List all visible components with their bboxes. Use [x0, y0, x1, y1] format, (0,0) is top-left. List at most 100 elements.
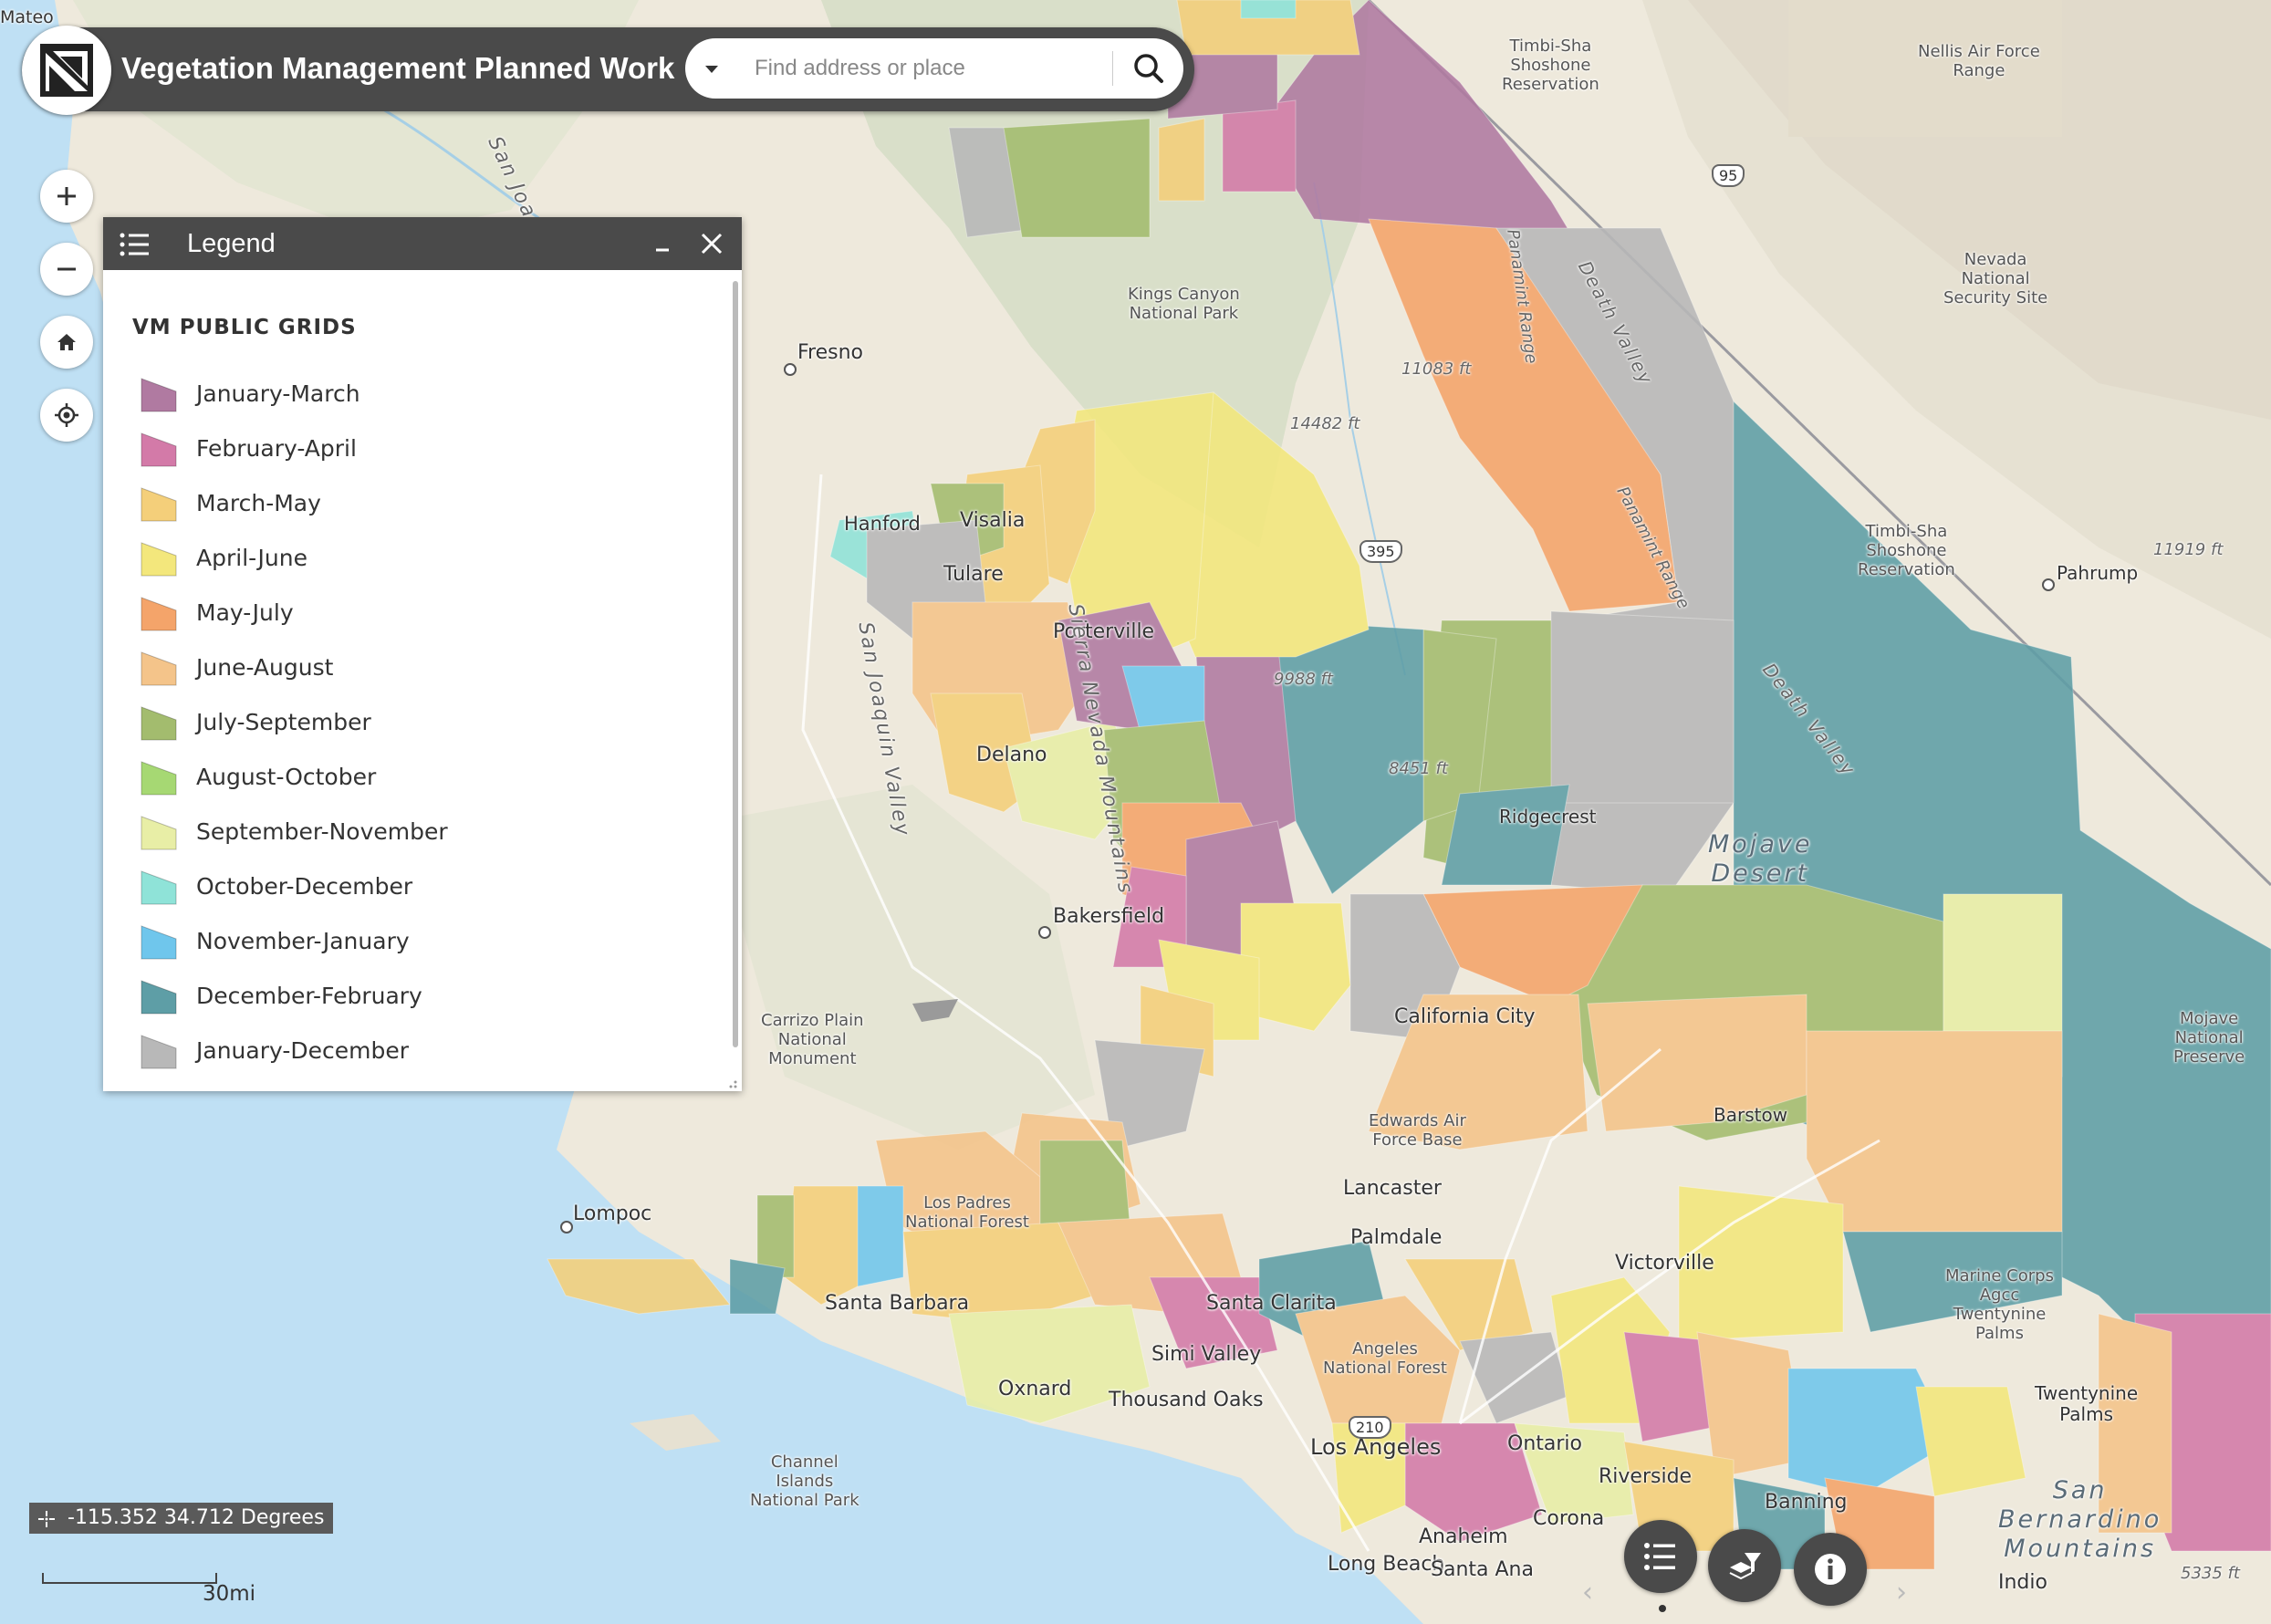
- city-dot: [560, 1221, 573, 1234]
- vm-grid-zone[interactable]: [1176, 0, 1360, 56]
- map-label-porterville: Porterville: [1053, 620, 1155, 643]
- map-label-ontario: Ontario: [1507, 1432, 1582, 1455]
- map-label-carrizo: Carrizo Plain National Monument: [761, 1011, 864, 1068]
- map-label-marine-corps: Marine Corps Agcc Twentynine Palms: [1945, 1266, 2054, 1343]
- resize-handle-icon[interactable]: [724, 1075, 738, 1089]
- legend-swatch: [141, 870, 177, 905]
- map-label-mojave-desert: Mojave Desert: [1708, 830, 1813, 888]
- legend-item-label: April-June: [196, 545, 307, 571]
- map-label-simi-valley: Simi Valley: [1151, 1343, 1262, 1366]
- map-label-delano: Delano: [976, 744, 1047, 766]
- legend-item-label: November-January: [196, 928, 410, 954]
- app-title: Vegetation Management Planned Work: [121, 51, 675, 85]
- map-label-victorville: Victorville: [1615, 1252, 1714, 1275]
- search-source-dropdown[interactable]: [685, 38, 738, 99]
- legend-swatch: [141, 651, 177, 686]
- map-label-palmdale: Palmdale: [1350, 1226, 1443, 1249]
- vm-grid-zone[interactable]: [1158, 118, 1205, 202]
- vm-grid-zone[interactable]: [1550, 610, 1735, 804]
- legend-item-label: June-August: [196, 654, 334, 681]
- info-button[interactable]: [1794, 1533, 1867, 1606]
- vm-grid-zone[interactable]: [1295, 1295, 1461, 1424]
- layer-filter-icon: [1729, 1553, 1761, 1580]
- vm-grid-zone[interactable]: [948, 1304, 1151, 1424]
- close-button[interactable]: [698, 230, 725, 257]
- vm-grid-zone[interactable]: [756, 1194, 795, 1278]
- highway-shield-210: 210: [1349, 1416, 1391, 1439]
- pagination-dot[interactable]: [1659, 1605, 1666, 1612]
- app-logo: [22, 26, 111, 115]
- vm-grid-zone[interactable]: [1587, 994, 1807, 1132]
- coordinate-readout[interactable]: -115.352 34.712 Degrees: [29, 1503, 334, 1534]
- vm-grid-zone[interactable]: [1842, 1231, 2063, 1333]
- map-label-ridgecrest: Ridgecrest: [1499, 806, 1597, 828]
- legend-list-icon: [1644, 1543, 1675, 1570]
- search-input[interactable]: [742, 46, 1098, 91]
- minimize-button[interactable]: [649, 232, 676, 259]
- map-label-elev-9988: 9988 ft: [1274, 670, 1333, 689]
- map-label-elev-11919: 11919 ft: [2153, 540, 2224, 559]
- legend-scrollbar[interactable]: [733, 281, 738, 1047]
- search-icon: [1134, 54, 1163, 83]
- legend-swatch: [141, 925, 177, 960]
- legend-title: Legend: [187, 229, 276, 258]
- legend-swatch: [141, 487, 177, 522]
- vm-grid-zone[interactable]: [1222, 99, 1297, 193]
- legend-item-label: January-December: [196, 1037, 409, 1064]
- vm-grid-zone[interactable]: [1806, 1030, 2063, 1233]
- map-label-visalia: Visalia: [960, 509, 1026, 532]
- next-arrow[interactable]: ›: [1896, 1577, 1907, 1608]
- scale-label: 30mi: [203, 1582, 256, 1606]
- vm-grid-zone[interactable]: [1368, 994, 1589, 1150]
- coordinate-text: -115.352 34.712 Degrees: [68, 1506, 325, 1529]
- vm-grid-zone[interactable]: [1003, 118, 1151, 238]
- map-label-bakersfield: Bakersfield: [1053, 905, 1165, 928]
- vm-grid-zone[interactable]: [547, 1258, 731, 1315]
- locate-button[interactable]: [40, 389, 93, 442]
- vm-grid-zone[interactable]: [1404, 1258, 1534, 1351]
- zoom-out-button[interactable]: [40, 243, 93, 296]
- prev-arrow[interactable]: ‹: [1582, 1577, 1593, 1608]
- home-button[interactable]: [40, 316, 93, 369]
- map-label-elev-14482: 14482 ft: [1290, 414, 1360, 433]
- vm-grid-zone[interactable]: [1678, 1185, 1844, 1342]
- legend-item-label: December-February: [196, 983, 422, 1009]
- map-label-lancaster: Lancaster: [1343, 1177, 1442, 1200]
- map-label-nevada-security: Nevada National Security Site: [1943, 250, 2048, 307]
- vm-grid-zone[interactable]: [1240, 0, 1297, 19]
- map-label-indio: Indio: [1998, 1571, 2047, 1594]
- vm-grid-zone[interactable]: [2098, 1313, 2172, 1534]
- vm-grid-zone[interactable]: [857, 1185, 904, 1287]
- legend-item-label: February-April: [196, 435, 357, 462]
- legend-widget-button[interactable]: [1624, 1520, 1697, 1593]
- legend-item-label: January-March: [196, 380, 360, 407]
- highway-shield-395: 395: [1359, 540, 1402, 563]
- close-icon: [701, 233, 723, 255]
- vm-grid-zone[interactable]: [1441, 784, 1570, 886]
- map-label-oxnard: Oxnard: [998, 1378, 1072, 1400]
- map-label-santa-ana: Santa Ana: [1431, 1558, 1534, 1581]
- map-label-fresno: Fresno: [797, 341, 864, 364]
- layer-filter-button[interactable]: [1708, 1529, 1781, 1602]
- zoom-in-button[interactable]: [40, 170, 93, 223]
- map-label-hanford: Hanford: [844, 513, 921, 535]
- vm-grid-zone[interactable]: [1514, 1422, 1634, 1525]
- legend-swatch: [141, 432, 177, 467]
- logo-icon: [46, 51, 88, 91]
- city-dot: [784, 363, 797, 376]
- map-label-los-padres: Los Padres National Forest: [905, 1193, 1029, 1232]
- vm-grid-zone[interactable]: [729, 1258, 786, 1315]
- legend-swatch: [141, 980, 177, 1015]
- locate-icon: [55, 403, 78, 427]
- legend-item-label: March-May: [196, 490, 321, 516]
- vm-grid-zone[interactable]: [1787, 1368, 1953, 1497]
- map-label-elev-11083: 11083 ft: [1401, 359, 1472, 379]
- vm-grid-zone[interactable]: [1915, 1386, 2026, 1497]
- map-label-mateo: Mateo: [0, 7, 54, 27]
- search-button[interactable]: [1123, 43, 1174, 94]
- legend-swatch: [141, 378, 177, 412]
- map-label-barstow: Barstow: [1714, 1104, 1788, 1126]
- search-widget: [685, 38, 1183, 99]
- legend-swatch: [141, 761, 177, 796]
- map-label-riverside: Riverside: [1599, 1465, 1693, 1488]
